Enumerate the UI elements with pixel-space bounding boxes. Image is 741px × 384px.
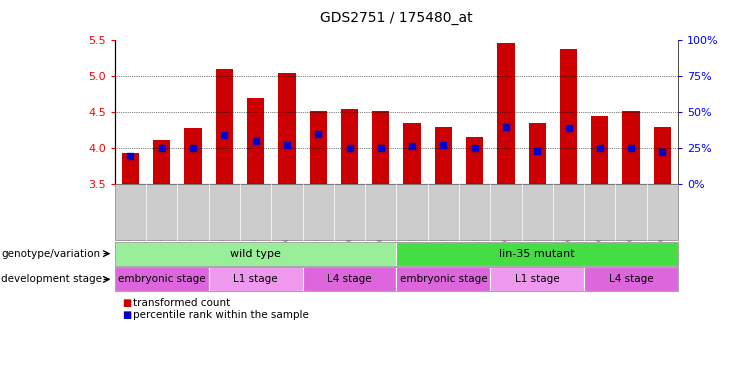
Text: L1 stage: L1 stage [515, 274, 559, 285]
Text: L1 stage: L1 stage [233, 274, 278, 285]
Text: lin-35 mutant: lin-35 mutant [499, 248, 575, 259]
Bar [591, 116, 608, 184]
Bar [560, 49, 577, 184]
Bar [622, 111, 639, 184]
Bar [341, 109, 358, 184]
Bar [654, 127, 671, 184]
Text: GDS2751 / 175480_at: GDS2751 / 175480_at [320, 11, 473, 25]
Bar [153, 141, 170, 184]
Text: ■: ■ [122, 298, 131, 308]
Text: transformed count: transformed count [133, 298, 230, 308]
Text: wild type: wild type [230, 248, 281, 259]
Bar [528, 123, 546, 184]
Text: percentile rank within the sample: percentile rank within the sample [133, 310, 309, 320]
Bar [310, 111, 327, 184]
Text: development stage: development stage [1, 274, 102, 285]
Text: embryonic stage: embryonic stage [399, 274, 487, 285]
Bar [247, 98, 265, 184]
Text: L4 stage: L4 stage [328, 274, 372, 285]
Bar [497, 43, 514, 184]
Text: L4 stage: L4 stage [609, 274, 654, 285]
Text: genotype/variation: genotype/variation [1, 248, 101, 259]
Text: embryonic stage: embryonic stage [118, 274, 205, 285]
Bar [403, 123, 421, 184]
Text: ■: ■ [122, 310, 131, 320]
Bar [466, 137, 483, 184]
Bar [185, 128, 202, 184]
Bar [435, 127, 452, 184]
Bar [279, 73, 296, 184]
Bar [216, 69, 233, 184]
Bar [372, 111, 390, 184]
Bar [122, 153, 139, 184]
